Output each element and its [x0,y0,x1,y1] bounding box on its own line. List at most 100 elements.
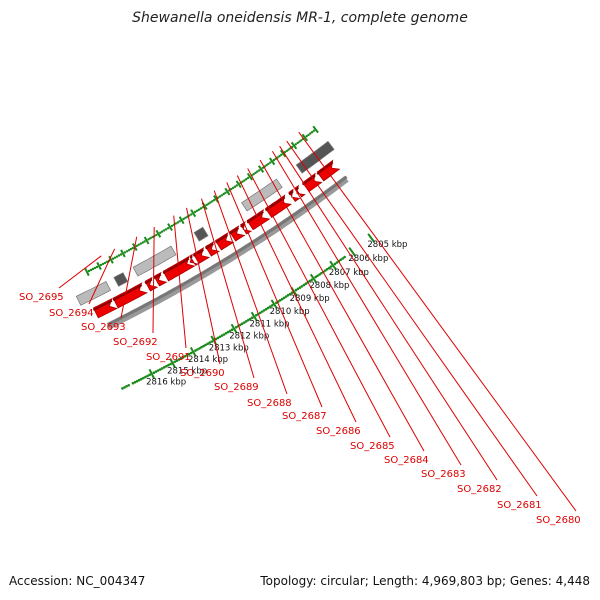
ruler-tick [230,323,238,334]
inner-ruler-dot [161,230,164,233]
gene-label-leader [226,182,323,408]
ruler-dot [275,301,278,305]
ruler-dot [190,351,193,355]
inner-ruler-dot [307,133,310,137]
inner-ruler-tick [155,229,162,238]
inner-ruler-tick [268,157,276,166]
inner-ruler-dot [115,255,119,258]
inner-ruler-dot [123,251,127,254]
inner-ruler-dot [235,184,238,187]
inner-ruler-dot [280,153,283,156]
ruler-dot [216,336,220,340]
gene-arrow-shadow [189,255,193,259]
gene-arrow [316,159,341,182]
gene-arrow [264,194,292,219]
inner-ruler-tick [178,216,185,225]
ruler-dot [140,377,143,381]
inner-ruler-dot [246,176,250,180]
inner-ruler-dot [233,185,237,188]
ruler-dot [175,359,179,363]
ruler-dot [280,297,284,301]
gene-arrow [189,253,199,266]
ruler-dot [206,342,209,346]
kbp-label: 2808 kbp [309,281,349,291]
inner-ruler-tick [108,255,114,264]
ruler-dot [181,356,185,359]
ruler-dot [325,267,329,271]
ruler-dot [240,322,244,326]
inner-ruler-dot [99,263,103,267]
ruler-dot [341,257,345,260]
ruler-dot [158,368,162,371]
inner-ruler-dot [163,229,166,232]
inner-ruler-dot [159,231,162,234]
gene-label: SO_2680 [536,515,581,526]
gene-arrow-shadow [246,211,264,224]
inner-ruler-dot [111,257,115,260]
ruler-dot [318,273,321,276]
ruler-dot [142,376,145,380]
gene-arrow-shadow [288,190,294,196]
inner-ruler-dot [182,217,185,221]
ruler-dot [218,335,222,339]
gene-label: SO_2693 [81,322,126,333]
inner-ruler-dot [155,233,158,237]
ruler-dot [324,269,327,272]
gene-label-leader [298,131,577,512]
inner-ruler-dot [105,260,109,263]
gene-label-leader [88,248,116,305]
ruler-dot [335,261,339,264]
ruler-dot [154,370,158,373]
ruler-dot [224,332,228,335]
ruler-dot [304,282,308,286]
gene-arrow [214,232,235,251]
gene-label: SO_2682 [457,484,502,495]
backbone-ring [106,176,349,330]
ruler-tick [309,273,318,284]
ruler-dot [137,378,141,382]
inner-ruler-dot [164,228,168,231]
gene-label: SO_2691 [146,352,191,363]
ruler-dot [251,316,254,320]
inner-ruler-dot [296,141,299,145]
ruler-dot [125,385,128,388]
ruler-dot [261,310,264,313]
inner-ruler-dot [101,262,105,266]
ruler-dot [177,358,181,361]
kbp-label: 2811 kbp [250,320,290,330]
ruler-dot [200,345,203,349]
feature-block-dark [193,226,209,242]
inner-ruler-dot [89,268,93,272]
ruler-dot [220,334,224,337]
inner-ruler-dot [287,148,290,151]
inner-ruler-dot [129,247,133,251]
ruler-dot [269,305,272,308]
genome-backbone [106,175,349,330]
gene-label: SO_2683 [421,469,466,480]
gene-label: SO_2687 [282,411,327,422]
inner-ruler-dot [278,155,281,158]
ruler-dot [298,286,302,289]
ruler-dot [294,288,298,292]
inner-ruler-dot [193,210,197,214]
inner-ruler-dot [195,209,199,212]
kbp-label: 2816 kbp [146,377,186,387]
ruler-dot [314,275,317,279]
inner-ruler-tick [143,236,150,245]
gene-label-leader [173,215,187,349]
topology-text: Topology: circular; Length: 4,969,803 bp… [260,574,590,588]
ruler-dot [302,283,306,287]
ruler-dot [316,274,319,278]
gene-arrow-shadow [162,257,190,275]
gene-label-leader [279,145,498,481]
inner-ruler-dot [139,242,142,245]
inner-ruler-tick [312,125,319,134]
ruler-dot [198,347,201,350]
inner-ruler-dot [117,254,121,257]
inner-ruler-tick [167,223,173,231]
gene-label: SO_2690 [180,368,225,379]
ruler-dot [267,306,270,310]
inner-ruler-dot [137,243,140,246]
inner-ruler-dot [211,200,214,203]
inner-ruler-dot [209,201,212,204]
